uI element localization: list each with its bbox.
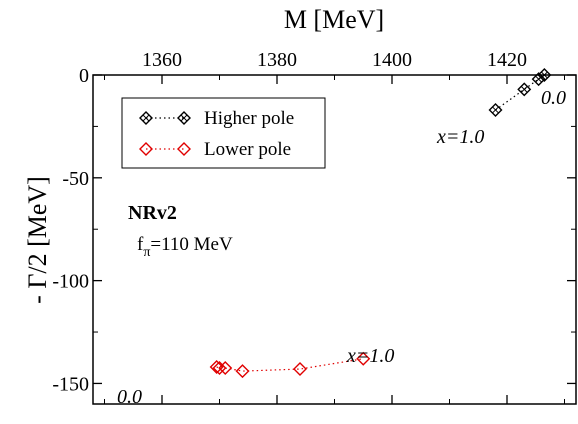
axis-ticks — [93, 74, 576, 404]
legend-marker — [139, 111, 153, 125]
series-layer — [209, 68, 552, 379]
legend-box — [121, 97, 326, 169]
series-lower-pole — [209, 351, 371, 379]
series-line — [216, 358, 364, 372]
data-point — [356, 351, 371, 366]
x-tick-label: 1420 — [487, 49, 527, 71]
y-tick-label: -100 — [52, 271, 89, 293]
legend-label-lower: Lower pole — [204, 139, 291, 160]
legend-marker — [139, 142, 153, 156]
legend-label-higher: Higher pole — [204, 108, 294, 129]
data-point — [212, 361, 227, 376]
x-tick-label: 1400 — [372, 49, 412, 71]
data-point — [218, 361, 233, 376]
data-point — [517, 82, 532, 97]
y-tick-label: -150 — [52, 373, 89, 395]
legend-symbols — [139, 111, 191, 156]
data-point — [235, 364, 250, 379]
x-tick-label: 1380 — [257, 49, 297, 71]
fpi-symbol: f — [137, 234, 144, 255]
higher-start-label: 0.0 — [541, 87, 566, 109]
data-point — [209, 359, 224, 374]
legend-marker — [177, 142, 191, 156]
data-point — [537, 68, 552, 82]
lower-start-label: 0.0 — [117, 386, 142, 408]
lower-end-label: x=1.0 — [346, 345, 394, 367]
series-higher-pole — [488, 68, 552, 117]
y-tick-label: 0 — [79, 65, 89, 87]
data-point — [488, 102, 503, 117]
y-tick-label: -50 — [62, 168, 89, 190]
data-point — [293, 362, 307, 377]
model-label: NRv2 — [128, 202, 177, 224]
higher-end-label: x=1.0 — [436, 126, 484, 148]
x-tick-label: 1360 — [142, 49, 182, 71]
fpi-label: fπ=110 MeV — [137, 234, 233, 260]
fpi-subscript: π — [143, 245, 150, 260]
x-axis-label: M [MeV] — [284, 5, 384, 34]
y-axis-label: - Γ/2 [MeV] — [23, 176, 52, 304]
axis-tick-labels: 1360 1380 1400 1420 0 -50 -100 -150 — [52, 49, 527, 395]
legend-marker — [177, 111, 191, 125]
fpi-value: =110 MeV — [150, 234, 233, 255]
